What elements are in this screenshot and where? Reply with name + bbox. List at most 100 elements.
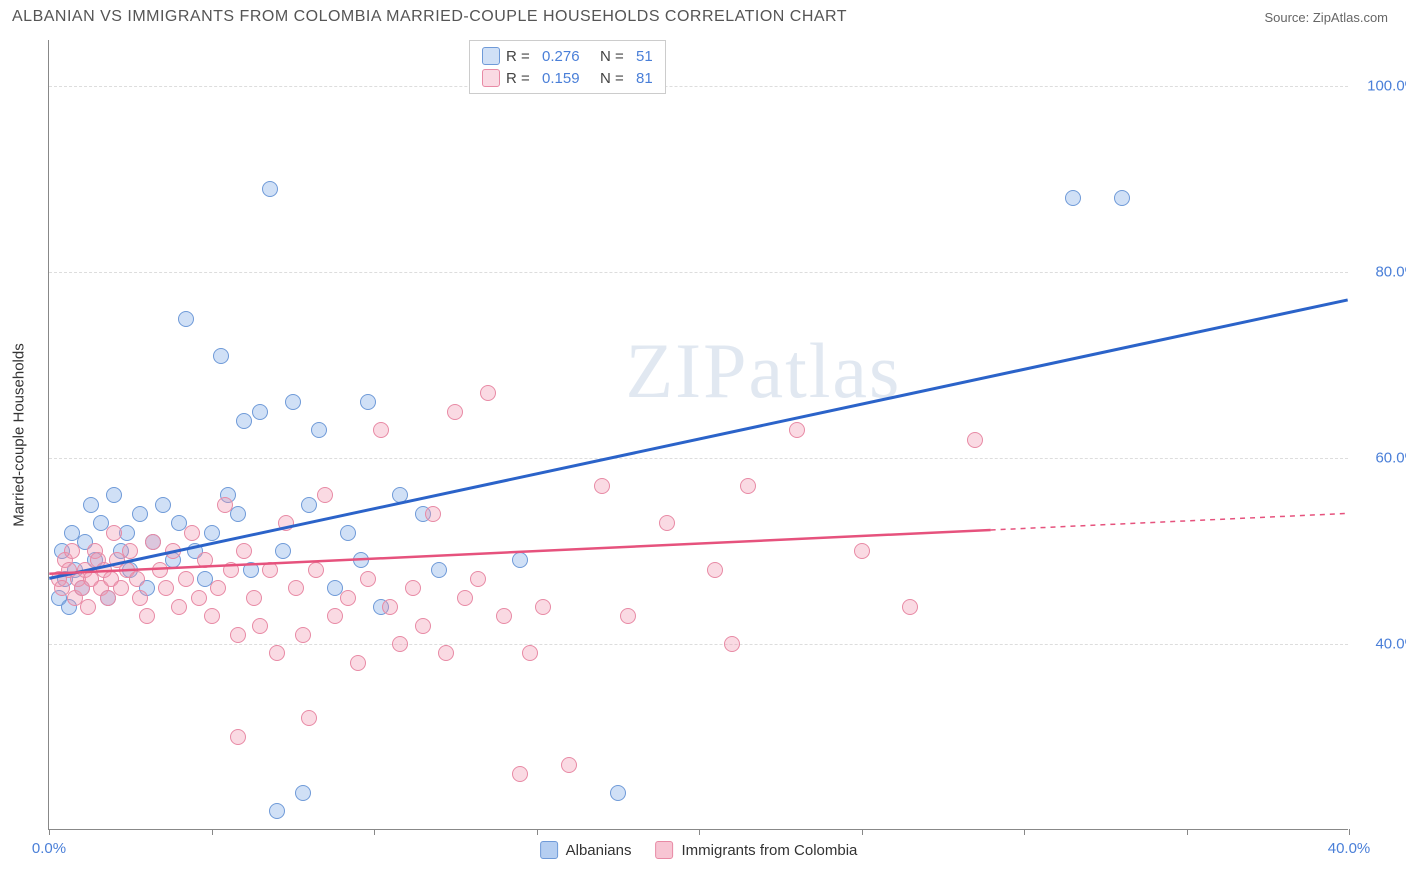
data-point xyxy=(269,803,285,819)
data-point xyxy=(340,525,356,541)
data-point xyxy=(80,599,96,615)
data-point xyxy=(470,571,486,587)
data-point xyxy=(243,562,259,578)
scatter-plot: 40.0%60.0%80.0%100.0%0.0%40.0% xyxy=(49,40,1348,829)
data-point xyxy=(308,562,324,578)
data-point xyxy=(230,729,246,745)
data-point xyxy=(132,590,148,606)
data-point xyxy=(223,562,239,578)
y-tick-label: 100.0% xyxy=(1358,78,1406,95)
legend-r-value-2: 0.159 xyxy=(542,70,594,87)
data-point xyxy=(522,645,538,661)
legend-r-label-2: R = xyxy=(506,70,536,87)
data-point xyxy=(317,487,333,503)
data-point xyxy=(236,413,252,429)
data-point xyxy=(512,552,528,568)
data-point xyxy=(191,590,207,606)
chart-header: ALBANIAN VS IMMIGRANTS FROM COLOMBIA MAR… xyxy=(0,0,1406,34)
data-point xyxy=(262,562,278,578)
gridline xyxy=(49,86,1348,87)
data-point xyxy=(707,562,723,578)
data-point xyxy=(171,599,187,615)
legend-row-series-2: R = 0.159 N = 81 xyxy=(482,67,653,89)
data-point xyxy=(122,543,138,559)
data-point xyxy=(480,385,496,401)
data-point xyxy=(236,543,252,559)
data-point xyxy=(139,608,155,624)
legend-bottom-label-2: Immigrants from Colombia xyxy=(682,842,858,859)
data-point xyxy=(353,552,369,568)
data-point xyxy=(415,618,431,634)
data-point xyxy=(275,543,291,559)
x-tick xyxy=(862,829,863,835)
legend-bottom-swatch-2 xyxy=(656,841,674,859)
data-point xyxy=(295,627,311,643)
chart-source: Source: ZipAtlas.com xyxy=(1264,10,1388,25)
x-tick-label: 0.0% xyxy=(32,840,66,857)
x-tick xyxy=(1024,829,1025,835)
legend-n-value-1: 51 xyxy=(636,48,653,65)
data-point xyxy=(425,506,441,522)
data-point xyxy=(252,618,268,634)
data-point xyxy=(360,571,376,587)
data-point xyxy=(301,497,317,513)
gridline xyxy=(49,644,1348,645)
x-tick xyxy=(1349,829,1350,835)
data-point xyxy=(178,311,194,327)
data-point xyxy=(740,478,756,494)
data-point xyxy=(311,422,327,438)
data-point xyxy=(610,785,626,801)
x-tick xyxy=(212,829,213,835)
data-point xyxy=(382,599,398,615)
data-point xyxy=(620,608,636,624)
data-point xyxy=(392,487,408,503)
data-point xyxy=(659,515,675,531)
legend-bottom-label-1: Albanians xyxy=(566,842,632,859)
data-point xyxy=(360,394,376,410)
data-point xyxy=(340,590,356,606)
data-point xyxy=(246,590,262,606)
data-point xyxy=(561,757,577,773)
x-tick xyxy=(699,829,700,835)
data-point xyxy=(269,645,285,661)
legend-swatch-2 xyxy=(482,69,500,87)
data-point xyxy=(285,394,301,410)
legend-row-series-1: R = 0.276 N = 51 xyxy=(482,45,653,67)
legend-swatch-1 xyxy=(482,47,500,65)
data-point xyxy=(252,404,268,420)
data-point xyxy=(204,525,220,541)
x-tick-label: 40.0% xyxy=(1328,840,1371,857)
data-point xyxy=(197,552,213,568)
data-point xyxy=(155,497,171,513)
data-point xyxy=(438,645,454,661)
data-point xyxy=(1114,190,1130,206)
data-point xyxy=(152,562,168,578)
legend-n-value-2: 81 xyxy=(636,70,653,87)
legend-item-1: Albanians xyxy=(540,841,632,859)
data-point xyxy=(447,404,463,420)
data-point xyxy=(262,181,278,197)
legend-n-label-2: N = xyxy=(600,70,630,87)
data-point xyxy=(405,580,421,596)
data-point xyxy=(1065,190,1081,206)
data-point xyxy=(457,590,473,606)
data-point xyxy=(295,785,311,801)
data-point xyxy=(132,506,148,522)
data-point xyxy=(178,571,194,587)
data-point xyxy=(902,599,918,615)
chart-plot-area: Married-couple Households ZIPatlas R = 0… xyxy=(48,40,1348,830)
y-axis-label: Married-couple Households xyxy=(11,343,28,526)
data-point xyxy=(210,580,226,596)
legend-r-value-1: 0.276 xyxy=(542,48,594,65)
data-point xyxy=(854,543,870,559)
data-point xyxy=(288,580,304,596)
data-point xyxy=(230,627,246,643)
data-point xyxy=(64,543,80,559)
data-point xyxy=(217,497,233,513)
data-point xyxy=(789,422,805,438)
correlation-legend: R = 0.276 N = 51 R = 0.159 N = 81 xyxy=(469,40,666,94)
series-legend: Albanians Immigrants from Colombia xyxy=(540,841,858,859)
data-point xyxy=(145,534,161,550)
data-point xyxy=(230,506,246,522)
legend-r-label-1: R = xyxy=(506,48,536,65)
